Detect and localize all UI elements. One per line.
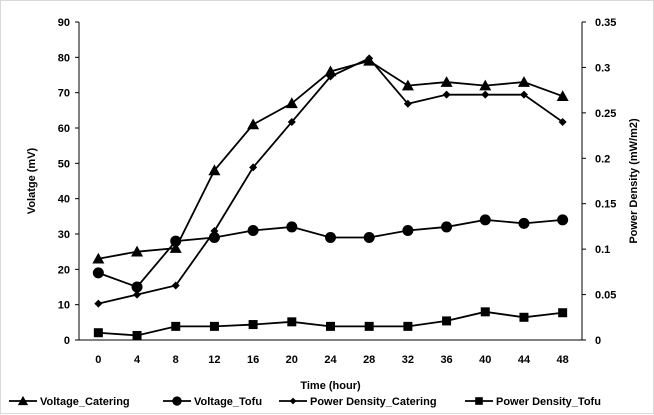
series-point-1 bbox=[285, 97, 298, 109]
series-point-1 bbox=[131, 245, 144, 257]
legend-label-4: Power Density_Tofu bbox=[496, 396, 601, 408]
series-point-1 bbox=[208, 164, 221, 176]
y-tick-label-left: 60 bbox=[58, 123, 70, 135]
legend-marker-4 bbox=[475, 397, 483, 405]
y-tick-label-left: 40 bbox=[58, 194, 70, 206]
y-tick-label-right: 0.2 bbox=[595, 153, 610, 165]
x-tick-label: 20 bbox=[286, 354, 298, 366]
legend-marker-1 bbox=[17, 395, 29, 406]
x-tick-label: 48 bbox=[557, 354, 569, 366]
series-point-3 bbox=[519, 90, 528, 99]
y-tick-label-left: 10 bbox=[58, 300, 70, 312]
series-point-2 bbox=[325, 232, 336, 244]
series-point-3 bbox=[326, 72, 335, 81]
y-tick-label-right: 0 bbox=[595, 335, 601, 347]
series-point-3 bbox=[365, 54, 374, 63]
series-line-1 bbox=[98, 59, 563, 260]
series-point-3 bbox=[133, 290, 142, 299]
legend-marker-3 bbox=[289, 397, 297, 405]
series-point-1 bbox=[517, 76, 530, 87]
series-point-4 bbox=[132, 330, 142, 340]
series-point-4 bbox=[93, 328, 103, 338]
y-tick-label-right: 0.1 bbox=[595, 244, 610, 256]
y-tick-label-left: 20 bbox=[58, 264, 70, 276]
x-tick-label: 32 bbox=[402, 354, 414, 366]
series-point-1 bbox=[324, 65, 337, 77]
y-tick-label-left: 80 bbox=[58, 52, 70, 64]
x-tick-label: 0 bbox=[95, 354, 101, 366]
series-point-1 bbox=[92, 252, 105, 264]
y-tick-label-right: 0.3 bbox=[595, 62, 610, 74]
y-tick-label-left: 50 bbox=[58, 158, 70, 170]
series-point-4 bbox=[519, 312, 529, 322]
y-tick-label-left: 70 bbox=[58, 88, 70, 100]
series-point-3 bbox=[94, 299, 103, 308]
series-point-4 bbox=[248, 320, 258, 330]
series-point-4 bbox=[364, 321, 374, 331]
series-point-2 bbox=[557, 214, 569, 226]
y-tick-label-right: 0.25 bbox=[595, 108, 616, 120]
series-point-2 bbox=[247, 224, 259, 236]
series-point-3 bbox=[481, 90, 490, 99]
x-tick-label: 28 bbox=[363, 354, 375, 366]
y-axis-title-left: Volatge (mV) bbox=[26, 147, 38, 214]
x-tick-label: 36 bbox=[440, 354, 452, 366]
series-point-1 bbox=[401, 79, 414, 91]
series-point-2 bbox=[402, 224, 414, 236]
series-point-2 bbox=[286, 221, 298, 233]
series-point-4 bbox=[558, 308, 568, 318]
series-line-2 bbox=[98, 218, 563, 289]
series-point-1 bbox=[169, 242, 182, 253]
series-point-3 bbox=[171, 281, 180, 290]
series-point-2 bbox=[363, 232, 375, 244]
x-tick-label: 40 bbox=[479, 354, 491, 366]
y-tick-label-left: 0 bbox=[64, 335, 70, 347]
series-point-4 bbox=[209, 321, 219, 331]
series-point-4 bbox=[403, 321, 413, 331]
series-point-3 bbox=[403, 99, 412, 108]
series-point-2 bbox=[518, 217, 530, 229]
x-axis-title: Time (hour) bbox=[300, 380, 361, 392]
series-point-2 bbox=[479, 214, 491, 226]
y-tick-label-right: 0.15 bbox=[595, 199, 616, 211]
legend-label-3: Power Density_Catering bbox=[310, 396, 437, 408]
x-tick-label: 44 bbox=[518, 354, 531, 366]
series-point-2 bbox=[131, 281, 143, 293]
series-point-4 bbox=[326, 321, 335, 331]
legend-marker-2 bbox=[172, 396, 182, 406]
series-point-3 bbox=[442, 90, 451, 99]
y-tick-label-left: 30 bbox=[58, 229, 70, 241]
y-tick-label-right: 0.35 bbox=[595, 17, 616, 29]
y-axis-title-right: Power Density (mW/m2) bbox=[628, 118, 640, 244]
y-tick-label-left: 90 bbox=[58, 17, 70, 29]
series-point-1 bbox=[556, 90, 569, 101]
series-point-4 bbox=[442, 316, 452, 326]
series-point-4 bbox=[287, 317, 297, 327]
series-point-4 bbox=[480, 307, 490, 317]
series-point-1 bbox=[479, 79, 492, 91]
series-point-2 bbox=[170, 235, 182, 247]
x-tick-label: 24 bbox=[324, 354, 337, 366]
series-point-3 bbox=[249, 163, 258, 172]
series-point-1 bbox=[247, 118, 260, 130]
series-line-3 bbox=[98, 57, 564, 305]
series-point-3 bbox=[558, 117, 567, 126]
series-point-3 bbox=[287, 117, 296, 126]
series-point-2 bbox=[441, 221, 453, 233]
x-tick-label: 12 bbox=[208, 354, 220, 366]
x-tick-label: 8 bbox=[173, 354, 179, 366]
series-point-2 bbox=[92, 267, 104, 279]
series-point-4 bbox=[171, 321, 181, 331]
y-tick-label-right: 0.05 bbox=[595, 290, 616, 302]
legend-label-2: Voltage_Tofu bbox=[194, 396, 262, 408]
legend-label-1: Voltage_Catering bbox=[40, 396, 130, 408]
x-tick-label: 4 bbox=[134, 354, 141, 366]
x-tick-label: 16 bbox=[247, 354, 259, 366]
series-point-3 bbox=[210, 226, 219, 235]
series-point-1 bbox=[440, 76, 453, 87]
